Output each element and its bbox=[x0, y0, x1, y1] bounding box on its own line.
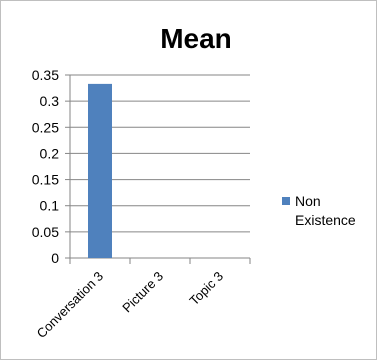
y-tick-label: 0.1 bbox=[40, 198, 60, 214]
x-tick-label: Topic 3 bbox=[186, 269, 226, 309]
x-tick-label: Picture 3 bbox=[119, 269, 166, 316]
y-tick-label: 0.25 bbox=[32, 119, 59, 135]
y-tick-label: 0.2 bbox=[40, 145, 60, 161]
x-tick-labels: Conversation 3 Picture 3 Topic 3 bbox=[34, 269, 226, 341]
legend-swatch bbox=[282, 197, 290, 205]
y-tick-label: 0.35 bbox=[32, 67, 59, 83]
chart-title: Mean bbox=[160, 23, 232, 54]
x-tick-label: Conversation 3 bbox=[34, 269, 106, 341]
y-tick-label: 0.05 bbox=[32, 224, 59, 240]
legend-label: Non bbox=[295, 193, 321, 209]
bars bbox=[88, 83, 112, 258]
y-tick-label: 0 bbox=[51, 250, 59, 266]
y-tick-label: 0.15 bbox=[32, 172, 59, 188]
bar-conversation-3 bbox=[88, 83, 112, 258]
legend: Non Existence bbox=[282, 193, 356, 228]
y-tick-labels: 0 0.05 0.1 0.15 0.2 0.25 0.3 0.35 bbox=[32, 67, 59, 266]
y-tick-label: 0.3 bbox=[40, 93, 60, 109]
legend-label: Existence bbox=[295, 212, 356, 228]
